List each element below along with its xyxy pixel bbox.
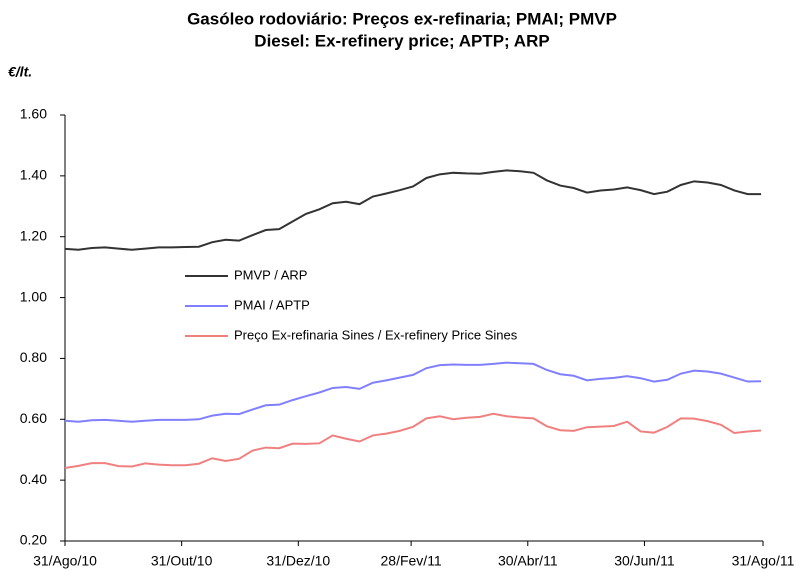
y-tick-label: 1.40 bbox=[20, 167, 47, 183]
chart-subtitle: Diesel: Ex-refinery price; APTP; ARP bbox=[254, 31, 549, 50]
x-tick-label: 30/Abr/11 bbox=[498, 553, 558, 569]
x-tick-label: 31/Dez/10 bbox=[266, 553, 330, 569]
x-tick-label: 31/Out/10 bbox=[151, 553, 213, 569]
series-line bbox=[64, 412, 762, 469]
chart-title: Gasóleo rodoviário: Preços ex-refinaria;… bbox=[187, 9, 617, 28]
y-tick-label: 1.20 bbox=[20, 227, 47, 243]
y-tick-label: 0.60 bbox=[20, 410, 47, 426]
series-line bbox=[64, 361, 762, 423]
y-tick-label: 0.40 bbox=[20, 471, 47, 487]
x-tick-label: 31/Ago/11 bbox=[732, 553, 795, 569]
y-tick-label: 0.20 bbox=[20, 532, 47, 548]
x-tick-label: 28/Fev/11 bbox=[381, 553, 442, 569]
y-tick-label: 1.00 bbox=[20, 288, 47, 304]
y-tick-label: 1.60 bbox=[20, 106, 47, 122]
legend-label: Preço Ex-refinaria Sines / Ex-refinery P… bbox=[234, 327, 518, 342]
y-axis-label: €/lt. bbox=[8, 64, 32, 80]
x-tick-label: 31/Ago/10 bbox=[33, 553, 97, 569]
series-line bbox=[64, 169, 762, 251]
x-tick-label: 30/Jun/11 bbox=[614, 553, 675, 569]
legend-label: PMVP / ARP bbox=[234, 267, 307, 282]
y-tick-label: 0.80 bbox=[20, 349, 47, 365]
legend-label: PMAI / APTP bbox=[234, 297, 310, 312]
